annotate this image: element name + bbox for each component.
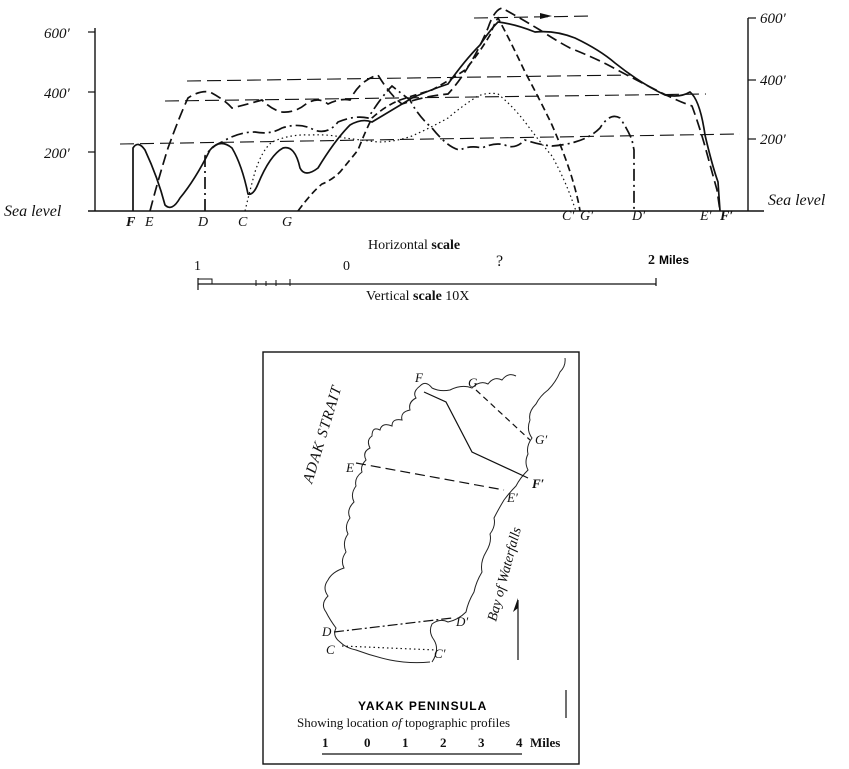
summit-arrow-mark	[540, 13, 552, 19]
map-scale-number-1-left: 1	[322, 735, 329, 750]
profile-g-line	[297, 16, 581, 212]
map-label-d: D	[321, 624, 332, 639]
right-label-200: 200′	[760, 132, 787, 148]
map-label-c: C	[326, 642, 335, 657]
transect-g-line	[475, 389, 531, 441]
vertical-scale-bold-word: scale	[413, 289, 442, 304]
profile-chart: 600′ 400′ 200′ 600′ 400′ 200′ Sea level …	[4, 7, 826, 304]
reference-line-lower-400	[164, 93, 707, 102]
transect-c-line	[341, 645, 437, 651]
map-scale-number-4: 4	[516, 735, 523, 750]
horizontal-scale-bold-word: scale	[431, 238, 460, 253]
profile-start-label-d: D	[197, 215, 208, 230]
map-label-d-prime: D′	[455, 614, 468, 629]
map-title: YAKAK PENINSULA	[358, 699, 487, 713]
vertical-scale-caption: Vertical scale 10X	[366, 289, 469, 304]
left-label-400: 400′	[44, 86, 71, 102]
map-scale-number-3: 3	[478, 735, 485, 750]
map-scale-number-0: 0	[364, 735, 371, 750]
profile-end-label-d-prime: D′	[631, 209, 646, 224]
map-label-e: E	[345, 460, 354, 475]
profile-c-line	[244, 92, 577, 212]
map-scale-number-1: 1	[402, 735, 409, 750]
profile-e-line	[149, 7, 721, 212]
vertical-scale-value: 10X	[445, 289, 469, 304]
profile-d-line	[204, 84, 635, 211]
profile-f-line	[132, 21, 721, 212]
profile-start-label-g: G	[282, 215, 292, 230]
west-coastline	[322, 385, 431, 664]
transect-f-line	[423, 391, 529, 479]
profile-end-label-f-prime: F′	[719, 209, 733, 224]
map-subtitle-of: of	[392, 715, 405, 730]
map-scale-unit: Miles	[530, 735, 560, 750]
profile-end-label-g-prime: G′	[580, 209, 594, 224]
right-label-400: 400′	[760, 73, 787, 89]
bay-of-waterfalls-label: Bay of Waterfalls	[485, 525, 525, 623]
profile-start-label-e: E	[144, 215, 154, 230]
horizontal-scale-word: Horizontal	[368, 238, 428, 253]
profile-start-label-f: F	[125, 215, 136, 230]
sea-level-label-right: Sea level	[768, 192, 826, 209]
map-label-f-prime: F′	[531, 476, 545, 491]
horizontal-scale-number-2: 2	[648, 253, 655, 268]
horizontal-scale-unit: Miles	[659, 253, 689, 267]
north-arrow-icon	[513, 598, 518, 612]
map-label-c-prime: C′	[434, 646, 446, 661]
map-subtitle-end: topographic profiles	[405, 715, 510, 730]
map-label-e-prime: E′	[506, 490, 518, 505]
horizontal-scale-caption: Horizontal scale	[368, 238, 460, 253]
horizontal-scale-number-0: 0	[343, 259, 350, 274]
horizontal-scale-number-unknown: ?	[496, 253, 503, 270]
vertical-scale-word: Vertical	[366, 289, 410, 304]
map-frame	[262, 351, 580, 765]
sea-level-label-left: Sea level	[4, 203, 62, 220]
horizontal-scale-number-1: 1	[194, 259, 201, 274]
left-label-600: 600′	[44, 26, 71, 42]
reference-line-upper-400	[186, 74, 633, 82]
north-coastline	[419, 374, 517, 392]
map-scale-number-2: 2	[440, 735, 447, 750]
transect-e-line	[355, 462, 505, 491]
profile-end-label-e-prime: E′	[699, 209, 713, 224]
map-subtitle: Showing location of topographic profiles	[297, 715, 510, 730]
transect-d-line	[333, 617, 453, 633]
east-coastline	[429, 357, 566, 663]
reference-line-summit	[473, 15, 593, 19]
horizontal-scale-bar-block	[197, 278, 213, 285]
map-label-g-prime: G′	[535, 432, 547, 447]
left-label-200: 200′	[44, 146, 71, 162]
map-subtitle-start: Showing location	[297, 715, 389, 730]
map-label-f: F	[414, 370, 424, 385]
profile-end-label-c-prime: C′	[562, 209, 575, 224]
location-map: F G G′ E F′ E′ D′ D C C′ ADAK STRAIT Bay…	[262, 351, 580, 765]
map-label-g: G	[468, 375, 478, 390]
profile-start-label-c: C	[238, 215, 248, 230]
reference-line-200	[119, 133, 741, 145]
right-label-600: 600′	[760, 11, 787, 27]
adak-strait-label: ADAK STRAIT	[300, 383, 345, 486]
